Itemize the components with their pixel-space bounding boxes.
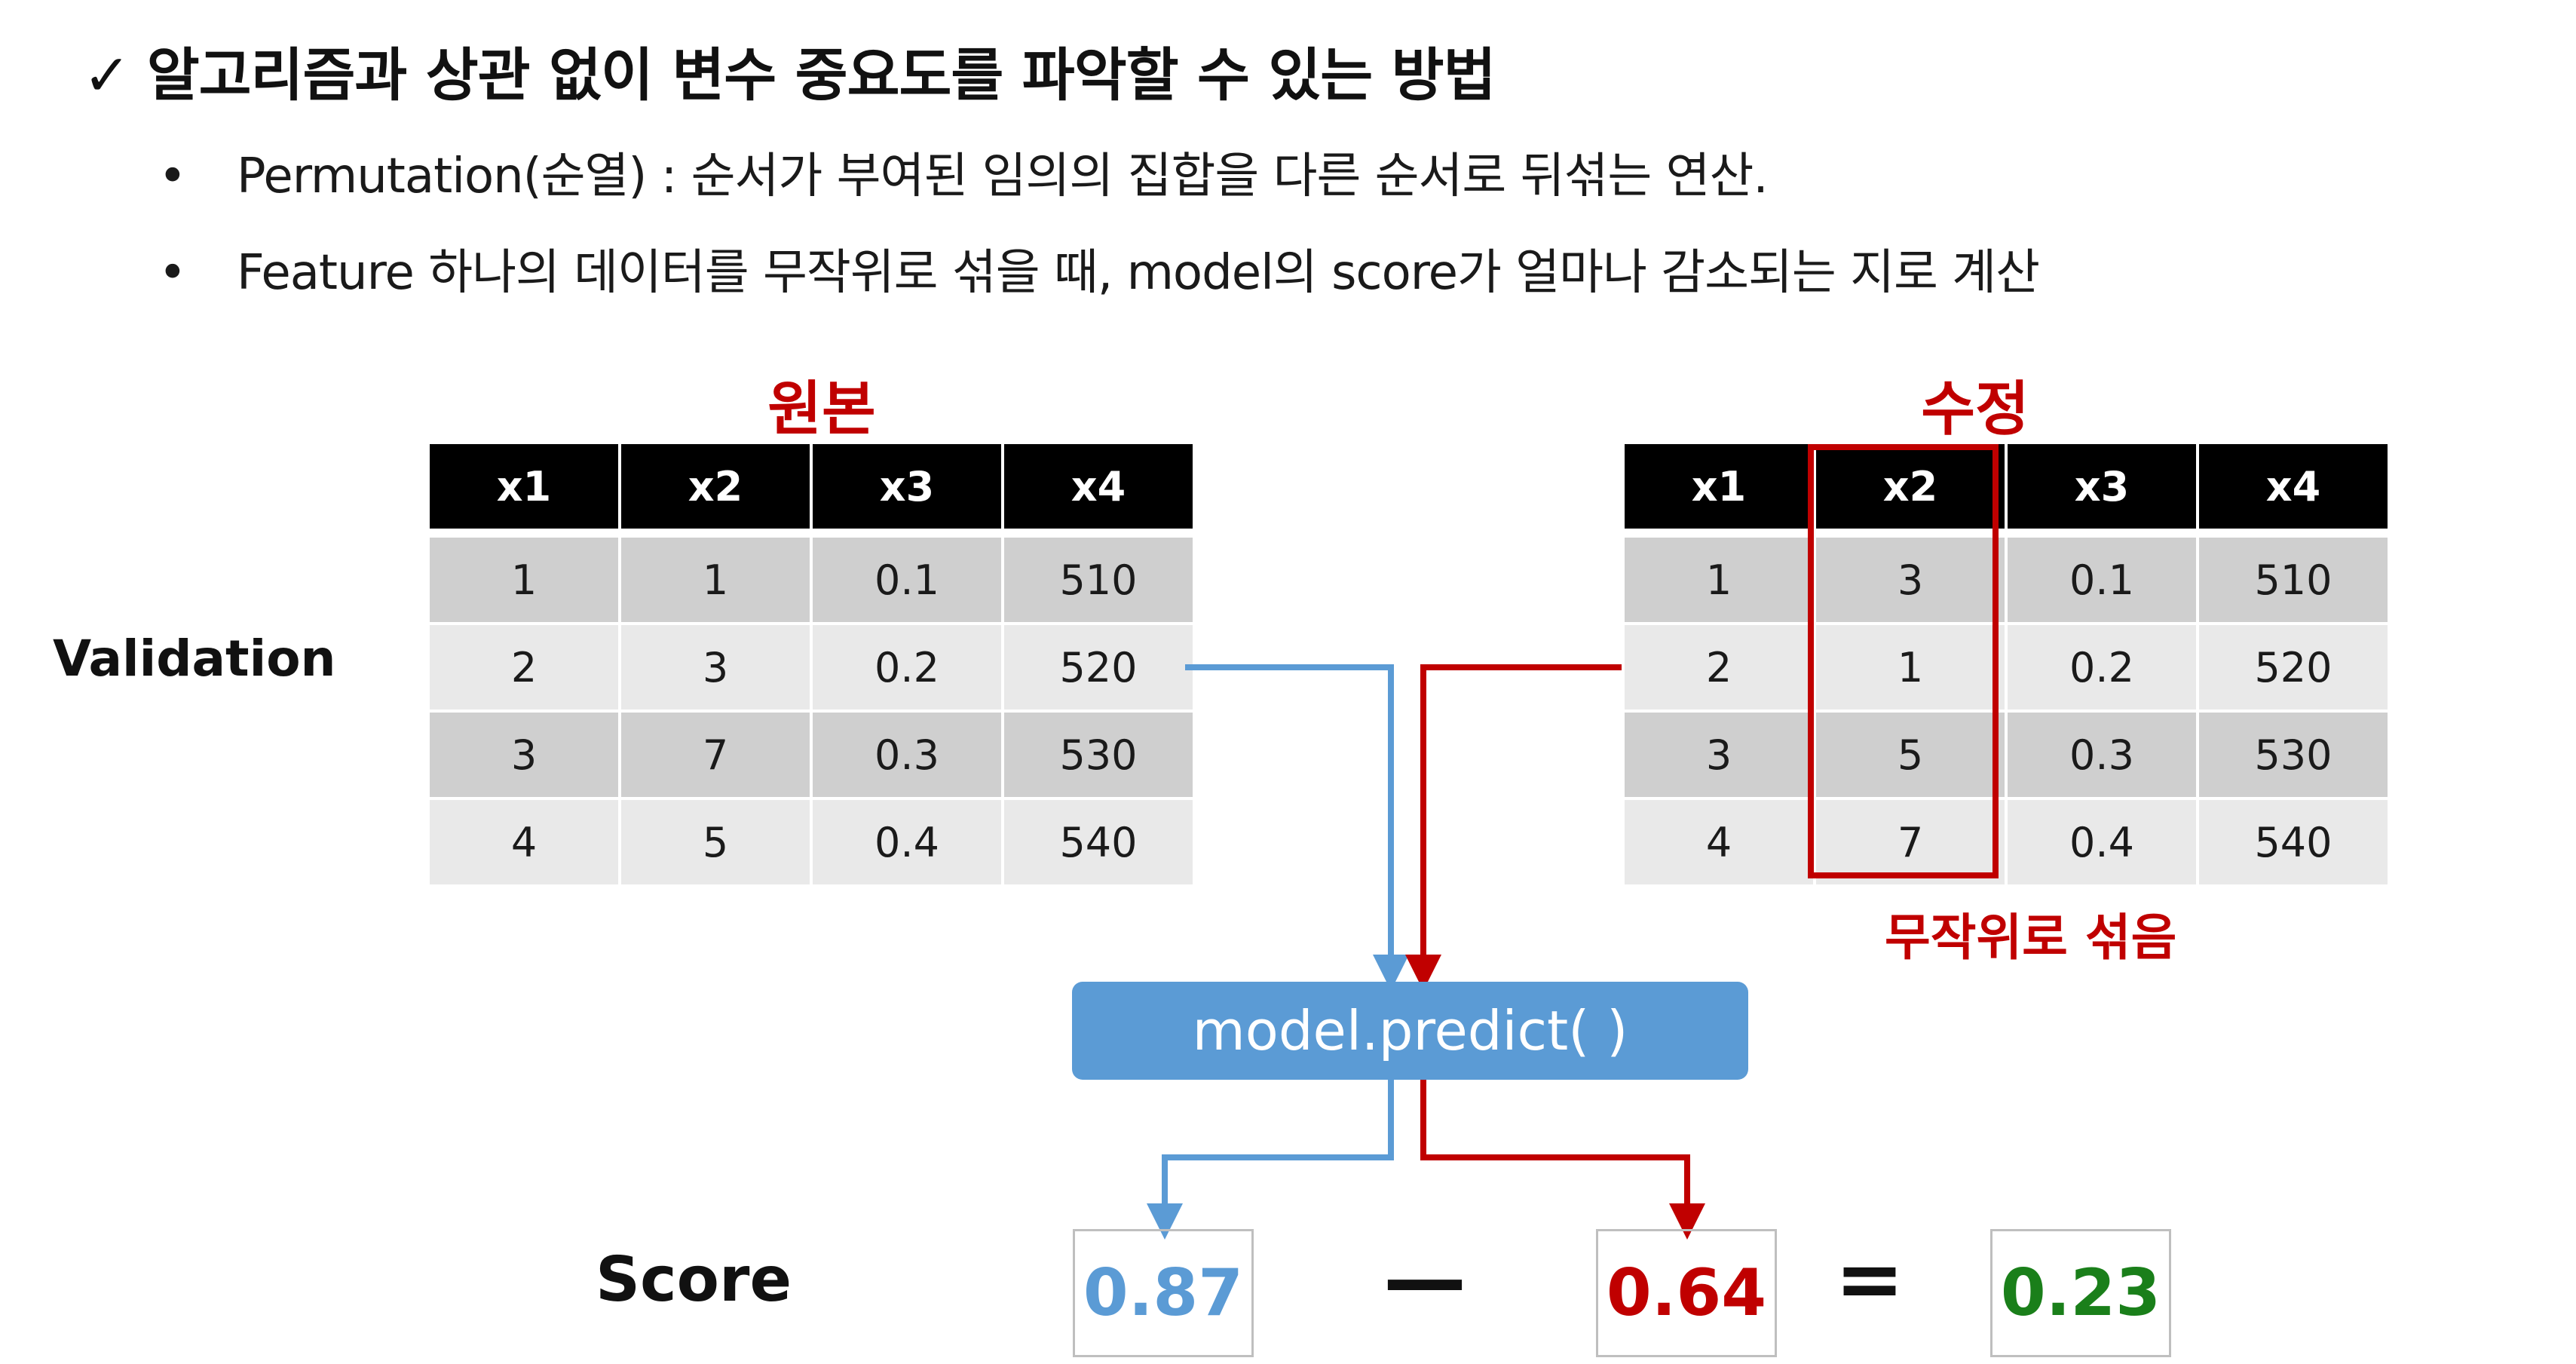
shuffled-column-highlight [1808,444,1999,878]
slide-heading: ✓ 알고리즘과 상관 없이 변수 중요도를 파악할 수 있는 방법 [83,29,1496,112]
table-row: 3 7 0.3 530 [427,710,1196,800]
table-cell: 0.3 [810,710,1004,800]
table-cell: 0.2 [2005,622,2199,713]
table-cell: 520 [1001,622,1196,713]
column-header: x4 [2196,444,2391,538]
table-cell: 5 [1813,710,2008,800]
table-cell: 530 [2196,710,2391,800]
shuffle-caption: 무작위로 섞음 [1885,909,2177,967]
table-cell: 3 [1813,532,2008,625]
check-mark-icon: ✓ [83,41,131,109]
table-cell: 0.4 [810,797,1004,887]
table-cell: 0.1 [2005,532,2199,625]
original-table: x1 x2 x3 x4 1 1 0.1 510 2 3 0.2 520 3 7 … [427,444,1196,887]
table-cell: 510 [1001,532,1196,625]
table-cell: 2 [1622,622,1816,713]
score-result-box: 0.23 [1990,1229,2171,1357]
column-header: x1 [1622,444,1816,538]
table-row: 2 1 0.2 520 [1622,622,2391,713]
table-cell: 0.3 [2005,710,2199,800]
heading-text: 알고리즘과 상관 없이 변수 중요도를 파악할 수 있는 방법 [146,41,1496,109]
table-cell: 2 [427,622,621,713]
column-header: x3 [810,444,1004,538]
arrow-predict-to-score-original [1147,1080,1394,1240]
column-header: x3 [2005,444,2199,538]
arrow-modified-to-predict [1405,664,1622,991]
table-row: 3 5 0.3 530 [1622,710,2391,800]
table-cell: 3 [1622,710,1816,800]
table-cell: 4 [427,797,621,887]
bullet-text: Feature 하나의 데이터를 무작위로 섞을 때, model의 score… [237,245,2040,301]
table-cell: 510 [2196,532,2391,625]
validation-label: Validation [53,630,336,688]
model-predict-box: model.predict( ) [1072,982,1748,1080]
minus-sign: — [1383,1231,1466,1327]
column-header: x2 [1813,444,2008,538]
bullet-dot-icon: • [158,149,187,204]
table-cell: 540 [2196,797,2391,887]
table-cell: 520 [2196,622,2391,713]
modified-table: x1 x2 x3 x4 1 3 0.1 510 2 1 0.2 520 3 5 … [1622,444,2391,887]
original-table-title: 원본 [767,375,876,443]
table-cell: 0.4 [2005,797,2199,887]
bullet-text: Permutation(순열) : 순서가 부여된 임의의 집합을 다른 순서로… [237,149,1769,204]
table-row: 2 3 0.2 520 [427,622,1196,713]
table-header-row: x1 x2 x3 x4 [427,444,1196,538]
table-cell: 0.2 [810,622,1004,713]
table-cell: 1 [1813,622,2008,713]
table-cell: 7 [618,710,813,800]
score-original-box: 0.87 [1073,1229,1254,1357]
table-cell: 3 [427,710,621,800]
column-header: x4 [1001,444,1196,538]
score-shuffled-box: 0.64 [1596,1229,1777,1357]
table-cell: 1 [427,532,621,625]
bullet-dot-icon: • [158,245,187,301]
table-cell: 5 [618,797,813,887]
bullet-item-1: • Permutation(순열) : 순서가 부여된 임의의 집합을 다른 순서… [158,137,1769,207]
column-header: x2 [618,444,813,538]
table-cell: 1 [618,532,813,625]
table-header-row: x1 x2 x3 x4 [1622,444,2391,538]
modified-table-title: 수정 [1921,375,2029,443]
arrow-original-to-predict [1185,664,1409,991]
table-cell: 3 [618,622,813,713]
table-row: 4 5 0.4 540 [427,797,1196,887]
table-cell: 4 [1622,797,1816,887]
table-cell: 540 [1001,797,1196,887]
bullet-item-2: • Feature 하나의 데이터를 무작위로 섞을 때, model의 scor… [158,234,2040,303]
arrow-predict-to-score-shuffled [1420,1080,1705,1240]
score-label: Score [596,1244,792,1316]
column-header: x1 [427,444,621,538]
equals-sign: = [1834,1231,1905,1327]
table-row: 1 1 0.1 510 [427,532,1196,625]
table-cell: 530 [1001,710,1196,800]
table-cell: 0.1 [810,532,1004,625]
table-cell: 1 [1622,532,1816,625]
table-row: 1 3 0.1 510 [1622,532,2391,625]
